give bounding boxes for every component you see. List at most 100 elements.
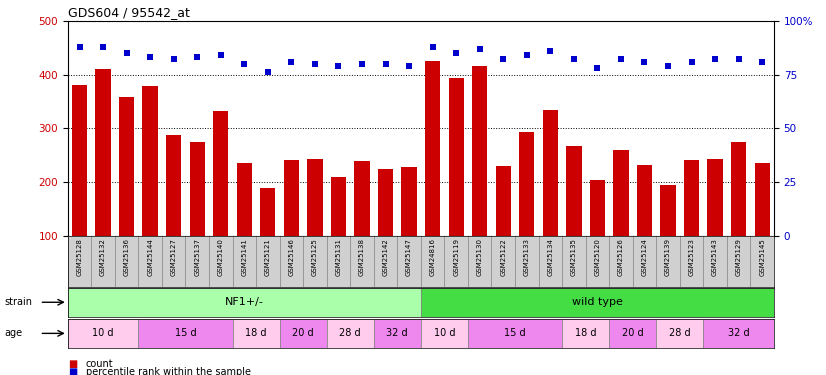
Text: GSM25131: GSM25131 (335, 238, 341, 276)
Bar (68, 319, 139, 348)
Text: GSM25147: GSM25147 (406, 238, 412, 276)
Point (355, 61, 368, 67)
Text: GSM24816: GSM24816 (430, 238, 435, 276)
Point (73, 44, 86, 50)
Text: 15 d: 15 d (174, 328, 197, 338)
Bar (637, 165, 653, 236)
Point (638, 58, 651, 64)
Text: 20 d: 20 d (292, 328, 314, 338)
Text: count: count (86, 359, 113, 369)
Point (379, 61, 392, 67)
Point (520, 52, 534, 58)
Point (473, 46, 487, 52)
Bar (236, 163, 252, 236)
Bar (590, 180, 605, 236)
Text: GSM25128: GSM25128 (77, 238, 83, 276)
Point (144, 54, 157, 60)
Bar (656, 319, 703, 348)
Text: 28 d: 28 d (339, 328, 361, 338)
Text: GSM25135: GSM25135 (571, 238, 577, 276)
Point (449, 50, 463, 56)
Text: GSM25137: GSM25137 (194, 238, 200, 276)
Bar (377, 169, 393, 236)
Bar (613, 150, 629, 236)
Text: 18 d: 18 d (245, 328, 267, 338)
Point (732, 56, 745, 62)
Point (615, 56, 628, 62)
Text: GSM25140: GSM25140 (218, 238, 224, 276)
Point (238, 61, 251, 67)
Bar (307, 159, 323, 236)
Bar (420, 288, 774, 317)
Bar (707, 159, 723, 236)
Bar (754, 163, 770, 236)
Text: GSM25121: GSM25121 (265, 238, 271, 276)
Text: GSM25127: GSM25127 (171, 238, 177, 276)
Text: GDS604 / 95542_at: GDS604 / 95542_at (68, 6, 190, 20)
Bar (279, 319, 327, 348)
Point (567, 56, 581, 62)
Text: 10 d: 10 d (434, 328, 455, 338)
Text: GSM25139: GSM25139 (665, 238, 671, 276)
Bar (420, 319, 468, 348)
Text: 18 d: 18 d (575, 328, 596, 338)
Bar (472, 66, 487, 236)
Point (308, 61, 321, 67)
Text: GSM25123: GSM25123 (689, 238, 695, 276)
Point (662, 63, 675, 69)
Bar (213, 111, 229, 236)
Point (591, 65, 604, 71)
Text: GSM25145: GSM25145 (759, 238, 765, 276)
Bar (260, 188, 276, 236)
Point (426, 44, 439, 50)
Bar (425, 61, 440, 236)
Point (709, 56, 722, 62)
Bar (468, 319, 562, 348)
Bar (684, 160, 700, 236)
Point (285, 58, 298, 64)
Text: GSM25132: GSM25132 (100, 238, 106, 276)
Text: GSM25146: GSM25146 (288, 238, 294, 276)
Point (214, 52, 227, 58)
Bar (68, 288, 420, 317)
Bar (609, 319, 656, 348)
Bar (401, 167, 417, 236)
Text: 15 d: 15 d (504, 328, 526, 338)
Bar (330, 177, 346, 236)
Text: GSM25133: GSM25133 (524, 238, 529, 276)
Text: GSM25126: GSM25126 (618, 238, 624, 276)
Point (685, 58, 698, 64)
Bar (233, 319, 279, 348)
Point (191, 54, 204, 60)
Text: GSM25119: GSM25119 (453, 238, 459, 276)
Bar (189, 142, 205, 236)
Text: wild type: wild type (572, 297, 623, 307)
Text: GSM25141: GSM25141 (241, 238, 247, 276)
Text: GSM25130: GSM25130 (477, 238, 482, 276)
Text: 32 d: 32 d (387, 328, 408, 338)
Text: GSM25124: GSM25124 (642, 238, 648, 276)
Text: GSM25142: GSM25142 (382, 238, 388, 276)
Text: GSM25138: GSM25138 (359, 238, 365, 276)
Point (261, 69, 274, 75)
Text: GSM25143: GSM25143 (712, 238, 718, 276)
Text: GSM25122: GSM25122 (501, 238, 506, 276)
Bar (283, 160, 299, 236)
Text: ■: ■ (68, 367, 77, 375)
Point (756, 58, 769, 64)
Text: 28 d: 28 d (669, 328, 691, 338)
Bar (373, 319, 420, 348)
Text: GSM25144: GSM25144 (147, 238, 153, 276)
Text: strain: strain (4, 297, 32, 307)
Bar (566, 146, 582, 236)
Bar (543, 110, 558, 236)
Bar (142, 86, 158, 236)
Bar (166, 135, 182, 236)
Bar (449, 78, 464, 236)
Point (97, 44, 110, 50)
Text: GSM25134: GSM25134 (548, 238, 553, 276)
Bar (327, 319, 373, 348)
Bar (139, 319, 233, 348)
Text: NF1+/-: NF1+/- (225, 297, 263, 307)
Text: age: age (4, 328, 22, 338)
